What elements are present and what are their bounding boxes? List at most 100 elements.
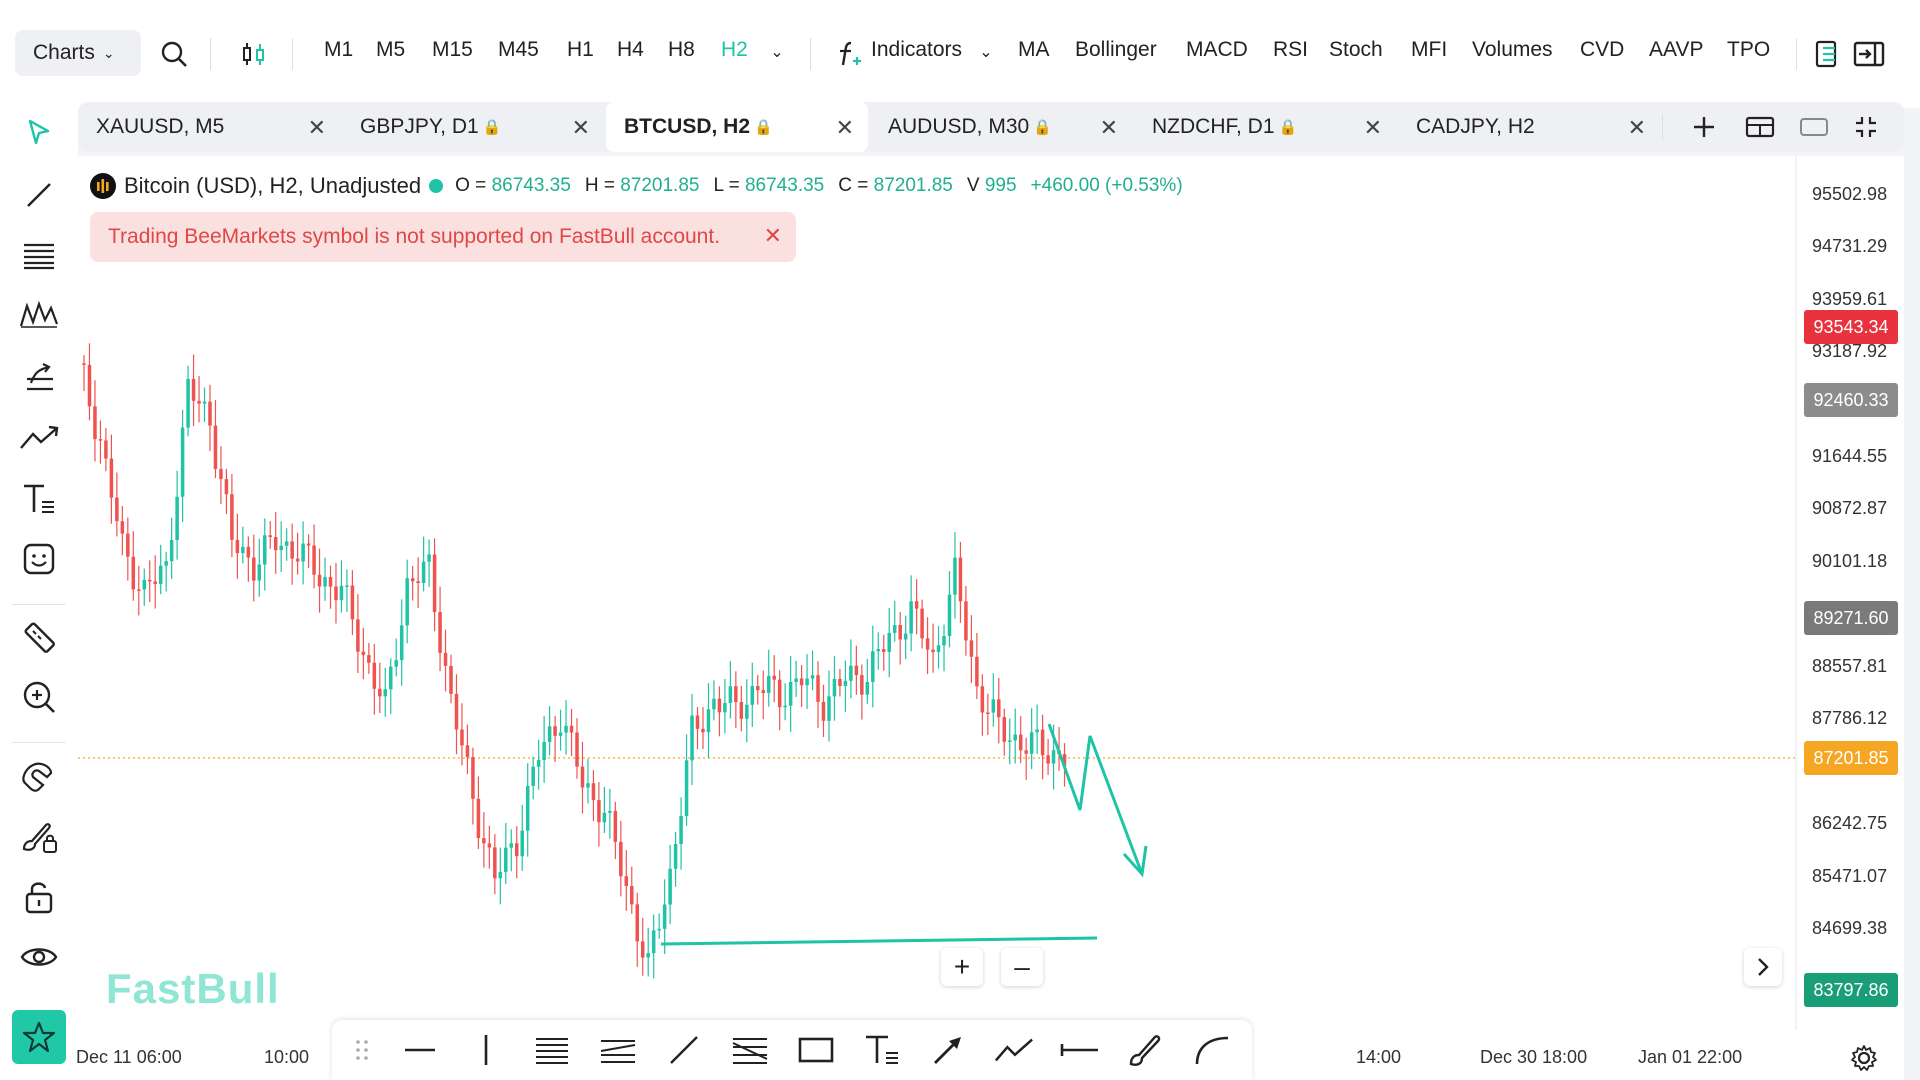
polyline-icon[interactable] [18,416,60,458]
legend-volume-value: 995 [984,175,1017,196]
drag-handle-icon[interactable] [342,1030,382,1070]
tab-btcusd-h2[interactable]: BTCUSD, H2 🔒 ✕ [606,102,868,152]
timeframe-h4[interactable]: H4 [617,38,644,61]
indicator-macd[interactable]: MACD [1186,38,1248,61]
split-layout-icon[interactable] [1744,113,1776,141]
search-icon[interactable] [158,38,190,70]
legend-high: H = 87201.85 [585,175,700,197]
tab-gbpjpy-d1[interactable]: GBPJPY, D1 🔒 ✕ [342,102,604,152]
indicators-fx-icon[interactable] [836,38,864,70]
measure-line-icon[interactable] [1060,1030,1100,1070]
time-axis-label: 14:00 [1356,1047,1402,1067]
cursor-icon[interactable] [18,111,60,153]
tab-cadjpy-h2[interactable]: CADJPY, H2 ✕ [1398,102,1660,152]
candlestick-type-icon[interactable] [238,38,270,70]
close-icon[interactable]: ✕ [307,115,326,140]
ruler-icon[interactable] [18,616,60,658]
timeframe-h8[interactable]: H8 [668,38,695,61]
chart-panel[interactable] [78,156,1904,1080]
legend-high-value: 87201.85 [620,175,700,196]
close-icon[interactable]: ✕ [1363,115,1382,140]
window-icon[interactable] [1798,113,1830,141]
brush-lock-icon[interactable] [18,816,60,858]
charts-menu-button[interactable]: Charts ⌄ [15,30,141,76]
add-tab-icon[interactable] [1690,113,1718,141]
trend-line-icon[interactable] [18,174,60,216]
indicator-ma[interactable]: MA [1018,38,1050,61]
timeframe-m15[interactable]: M15 [432,38,473,61]
scroll-right-button[interactable] [1744,948,1782,986]
arc-icon[interactable] [1192,1030,1232,1070]
legend-close: C = 87201.85 [838,175,953,197]
chevron-down-icon: ⌄ [102,44,115,61]
timeframe-m5[interactable]: M5 [376,38,406,61]
layout-list-icon[interactable] [1812,38,1840,70]
unlock-icon[interactable] [18,876,60,918]
magnet-icon[interactable] [18,756,60,798]
indicator-cvd[interactable]: CVD [1580,38,1625,61]
tab-xauusd-m5[interactable]: XAUUSD, M5 ✕ [78,102,340,152]
close-icon[interactable]: ✕ [763,223,782,248]
close-icon[interactable]: ✕ [835,115,854,140]
emoji-icon[interactable] [18,538,60,580]
toolbar-divider [810,38,811,70]
rectangle-icon[interactable] [796,1030,836,1070]
pattern-icon[interactable] [18,294,60,336]
current-price-tag: 87201.85 [1804,741,1898,775]
exit-fullscreen-icon[interactable] [1852,113,1880,141]
indicator-aavp[interactable]: AAVP [1649,38,1704,61]
indicator-tpo[interactable]: TPO [1727,38,1771,61]
tab-label: BTCUSD, H2 [624,115,751,138]
indicator-stoch[interactable]: Stoch [1329,38,1383,61]
zoom-out-button[interactable]: – [1001,948,1043,986]
timeframe-m45[interactable]: M45 [498,38,539,61]
alert-message: Trading BeeMarkets symbol is not support… [108,225,721,248]
indicators-menu[interactable]: Indicators [871,38,963,61]
timeframe-h2-active[interactable]: H2 [721,38,748,61]
projection-icon[interactable] [18,356,60,398]
chart-legend: Bitcoin (USD), H2, Unadjusted O = 86743.… [90,173,1183,199]
parallel-channel-icon[interactable] [598,1030,638,1070]
close-icon[interactable]: ✕ [1099,115,1118,140]
gann-fan-icon[interactable] [730,1030,770,1070]
indicator-mfi[interactable]: MFI [1411,38,1448,61]
tab-label: CADJPY, H2 [1416,115,1535,138]
tab-audusd-m30[interactable]: AUDUSD, M30 🔒 ✕ [870,102,1132,152]
collapse-panel-icon[interactable] [1852,38,1886,70]
eye-icon[interactable] [18,936,60,978]
bitcoin-logo-icon [90,173,116,199]
chevron-down-icon[interactable]: ⌄ [770,44,784,61]
settings-gear-icon[interactable] [1850,1044,1878,1072]
vertical-line-icon[interactable] [466,1030,506,1070]
text-tool-icon[interactable] [862,1030,902,1070]
arrow-icon[interactable] [928,1030,968,1070]
legend-low-label: L = [713,175,740,196]
timeframe-m1[interactable]: M1 [324,38,354,61]
horizontal-line-icon[interactable] [400,1030,440,1070]
fib-retracement-icon[interactable] [532,1030,572,1070]
brush-icon[interactable] [1126,1030,1166,1070]
zoom-in-button[interactable]: + [941,948,983,986]
legend-close-value: 87201.85 [873,175,953,196]
chevron-down-icon[interactable]: ⌄ [979,44,993,61]
toolbar-divider [292,38,293,70]
polyline-icon[interactable] [994,1030,1034,1070]
indicator-rsi[interactable]: RSI [1273,38,1309,61]
charts-menu-label: Charts [33,41,95,64]
tab-nzdchf-d1[interactable]: NZDCHF, D1 🔒 ✕ [1134,102,1396,152]
fib-levels-icon[interactable] [18,234,60,276]
lock-icon: 🔒 [1033,119,1052,136]
close-icon[interactable]: ✕ [1627,115,1646,140]
timeframe-h1[interactable]: H1 [567,38,594,61]
fastbull-watermark: FastBull [106,965,280,1012]
legend-symbol: Bitcoin (USD), H2, Unadjusted [124,173,422,198]
indicator-volumes[interactable]: Volumes [1472,38,1553,61]
text-tool-icon[interactable] [18,478,60,520]
price-axis-label: 86242.75 [1812,813,1888,833]
close-icon[interactable]: ✕ [571,115,590,140]
zoom-in-icon[interactable] [18,676,60,718]
high-price-tag: 93543.34 [1804,310,1898,344]
favorites-star-button[interactable] [12,1010,66,1064]
ray-line-icon[interactable] [664,1030,704,1070]
indicator-bollinger[interactable]: Bollinger [1075,38,1157,61]
